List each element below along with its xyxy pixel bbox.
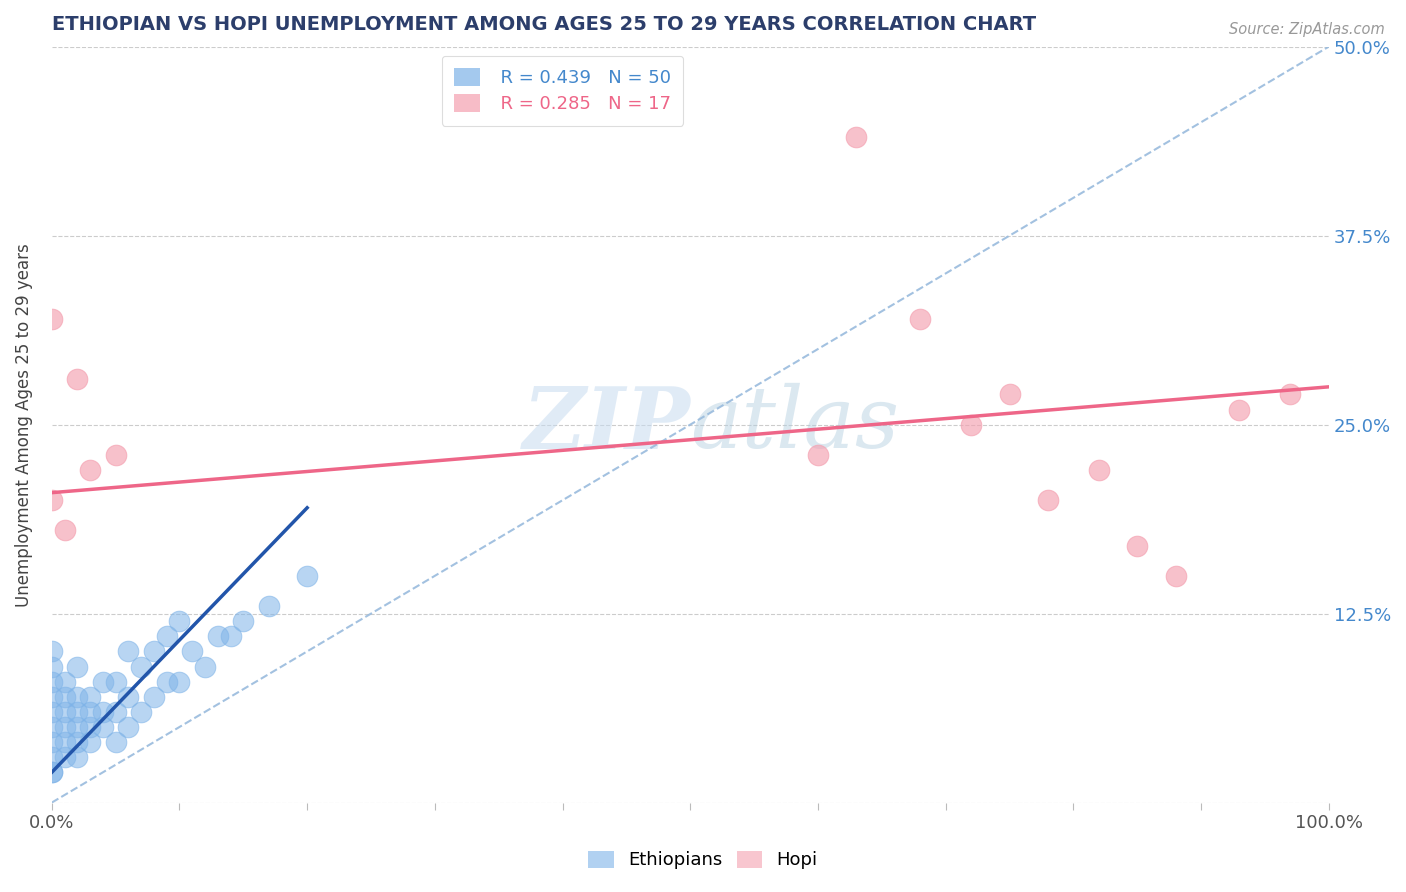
Point — [53, 750, 76, 764]
Point — [66, 372, 89, 386]
Point — [1088, 463, 1111, 477]
Point — [79, 705, 101, 719]
Point — [169, 614, 191, 628]
Point — [41, 735, 63, 749]
Point — [960, 417, 983, 432]
Point — [845, 130, 868, 145]
Point — [908, 311, 931, 326]
Point — [1279, 387, 1302, 401]
Point — [104, 674, 127, 689]
Point — [807, 448, 830, 462]
Point — [1164, 569, 1187, 583]
Legend:   R = 0.439   N = 50,   R = 0.285   N = 17: R = 0.439 N = 50, R = 0.285 N = 17 — [441, 55, 683, 126]
Point — [104, 705, 127, 719]
Y-axis label: Unemployment Among Ages 25 to 29 years: Unemployment Among Ages 25 to 29 years — [15, 243, 32, 607]
Point — [66, 720, 89, 734]
Point — [219, 629, 242, 643]
Point — [998, 387, 1021, 401]
Point — [156, 674, 179, 689]
Point — [53, 674, 76, 689]
Point — [66, 705, 89, 719]
Text: Source: ZipAtlas.com: Source: ZipAtlas.com — [1229, 22, 1385, 37]
Point — [257, 599, 280, 613]
Point — [41, 674, 63, 689]
Point — [142, 690, 165, 704]
Legend: Ethiopians, Hopi: Ethiopians, Hopi — [579, 842, 827, 879]
Point — [66, 735, 89, 749]
Point — [129, 659, 152, 673]
Point — [53, 690, 76, 704]
Point — [104, 735, 127, 749]
Text: atlas: atlas — [690, 384, 900, 466]
Point — [181, 644, 204, 658]
Point — [66, 750, 89, 764]
Point — [117, 720, 139, 734]
Point — [232, 614, 254, 628]
Point — [53, 720, 76, 734]
Point — [194, 659, 217, 673]
Point — [41, 690, 63, 704]
Point — [41, 659, 63, 673]
Point — [79, 690, 101, 704]
Point — [117, 644, 139, 658]
Point — [53, 735, 76, 749]
Point — [1126, 539, 1149, 553]
Point — [41, 720, 63, 734]
Point — [79, 735, 101, 749]
Point — [79, 463, 101, 477]
Point — [41, 644, 63, 658]
Point — [66, 690, 89, 704]
Point — [91, 720, 114, 734]
Point — [41, 493, 63, 508]
Point — [79, 720, 101, 734]
Point — [53, 524, 76, 538]
Point — [1227, 402, 1250, 417]
Point — [156, 629, 179, 643]
Point — [91, 705, 114, 719]
Point — [41, 765, 63, 780]
Point — [104, 448, 127, 462]
Point — [117, 690, 139, 704]
Point — [41, 311, 63, 326]
Point — [91, 674, 114, 689]
Point — [41, 765, 63, 780]
Point — [295, 569, 318, 583]
Point — [1036, 493, 1059, 508]
Point — [41, 705, 63, 719]
Point — [169, 674, 191, 689]
Point — [66, 659, 89, 673]
Text: ZIP: ZIP — [523, 383, 690, 467]
Point — [207, 629, 229, 643]
Point — [129, 705, 152, 719]
Point — [142, 644, 165, 658]
Point — [41, 750, 63, 764]
Text: ETHIOPIAN VS HOPI UNEMPLOYMENT AMONG AGES 25 TO 29 YEARS CORRELATION CHART: ETHIOPIAN VS HOPI UNEMPLOYMENT AMONG AGE… — [52, 15, 1036, 34]
Point — [53, 705, 76, 719]
